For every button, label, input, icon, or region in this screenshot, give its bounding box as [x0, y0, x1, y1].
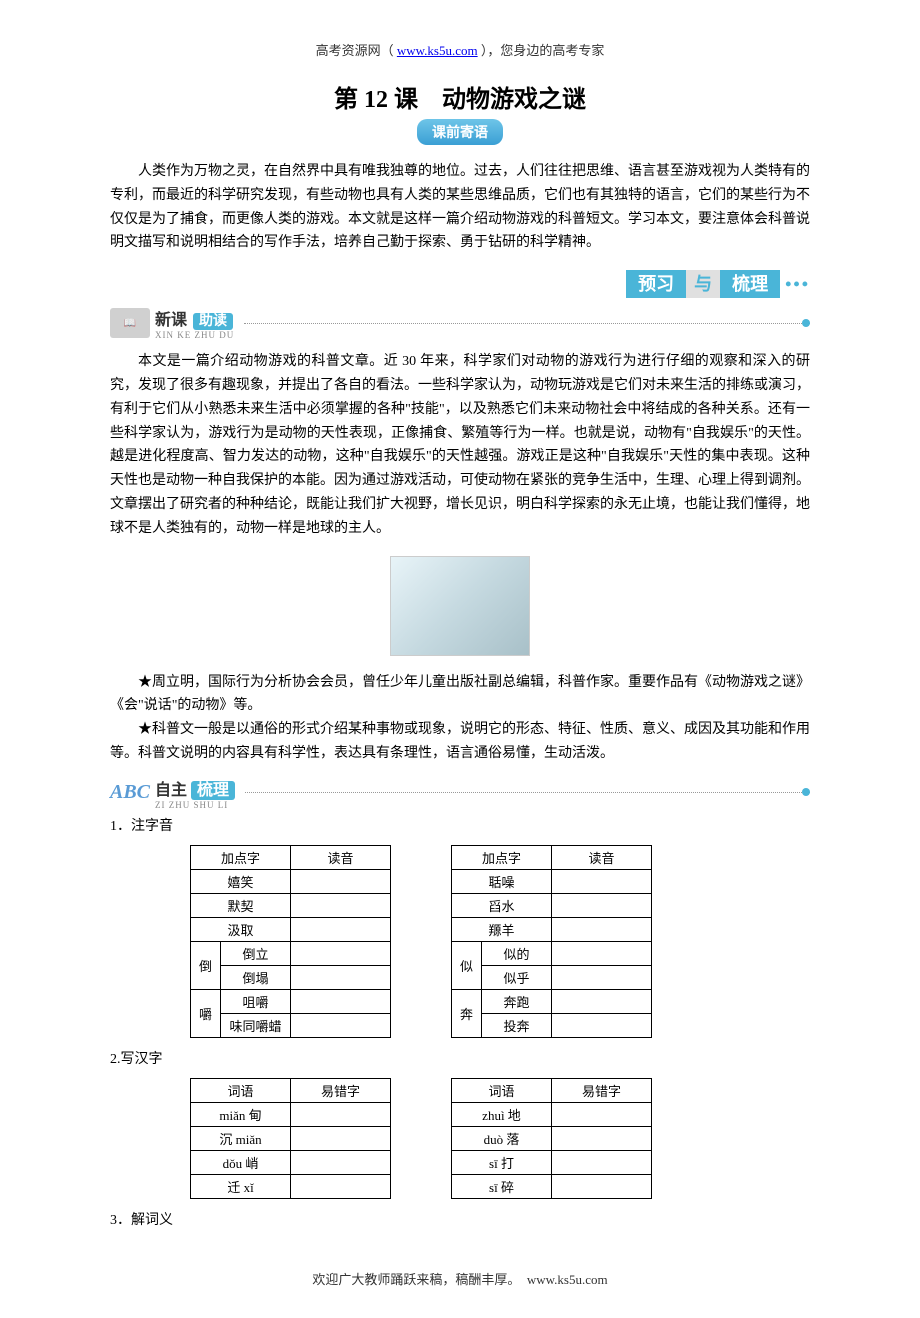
table-cell [291, 893, 391, 917]
zizhu-banner: ABC 自主 梳理 ZI ZHU SHU LI [110, 776, 810, 810]
pinyin-tables: 加点字 读音 嬉笑 默契 汲取 倒倒立 倒塌 嚼咀嚼 味同嚼蜡 加点字 读音 聒… [150, 840, 810, 1043]
divider-line-2 [245, 792, 810, 793]
header-tagline: ），您身边的高考专家 [481, 43, 605, 58]
title-badge-wrap: 课前寄语 [110, 119, 810, 145]
table-cell [291, 989, 391, 1013]
table-header: 加点字 [452, 845, 552, 869]
table-cell [552, 893, 652, 917]
table-cell: 嬉笑 [191, 869, 291, 893]
preview-label-mid: 与 [686, 270, 720, 298]
table-cell: 沉 miǎn [191, 1126, 291, 1150]
table-header: 词语 [191, 1078, 291, 1102]
table-cell [291, 965, 391, 989]
header-url-link[interactable]: www.ks5u.com [397, 43, 478, 58]
table-cell: 味同嚼蜡 [221, 1013, 291, 1037]
table-header: 易错字 [291, 1078, 391, 1102]
table-cell: 汲取 [191, 917, 291, 941]
table-cell [291, 941, 391, 965]
table-cell: 倒塌 [221, 965, 291, 989]
pinyin-table-2: 加点字 读音 聒噪 舀水 羱羊 似似的 似乎 奔奔跑 投奔 [451, 845, 652, 1038]
table-cell: 似乎 [482, 965, 552, 989]
table-cell [552, 965, 652, 989]
dots-icon: ••• [785, 274, 810, 294]
header-breadcrumb: 高考资源网（ www.ks5u.com ），您身边的高考专家 [110, 40, 810, 59]
table-cell: miǎn 甸 [191, 1102, 291, 1126]
zizhu-cn2: 梳理 [191, 781, 235, 800]
pinyin-table-1: 加点字 读音 嬉笑 默契 汲取 倒倒立 倒塌 嚼咀嚼 味同嚼蜡 [190, 845, 391, 1038]
hanzi-tables: 词语 易错字 miǎn 甸 沉 miǎn dǒu 峭 迁 xǐ 词语 易错字 z… [150, 1073, 810, 1204]
table-cell: 似的 [482, 941, 552, 965]
preview-label-right: 梳理 [720, 270, 780, 298]
animal-image [390, 556, 530, 656]
hanzi-table-1: 词语 易错字 miǎn 甸 沉 miǎn dǒu 峭 迁 xǐ [190, 1078, 391, 1199]
table-cell [552, 869, 652, 893]
table-cell: sī 碎 [452, 1174, 552, 1198]
table-cell [552, 1174, 652, 1198]
author-paragraph: ★周立明，国际行为分析协会会员，曾任少年儿童出版社副总编辑，科普作家。重要作品有… [110, 671, 810, 719]
table-header: 读音 [291, 845, 391, 869]
table-cell: 投奔 [482, 1013, 552, 1037]
table-cell: 羱羊 [452, 917, 552, 941]
table-header: 加点字 [191, 845, 291, 869]
xinke-banner: 📖 新课 助读 XIN KE ZHU DU [110, 306, 810, 340]
table-cell [291, 1150, 391, 1174]
table-header: 读音 [552, 845, 652, 869]
header-site: 高考资源网（ [316, 43, 394, 58]
section1-num: 1．注字音 [110, 815, 810, 835]
table-cell [291, 1126, 391, 1150]
zizhu-cn1: 自主 [155, 782, 187, 799]
table-cell [291, 869, 391, 893]
table-cell: 舀水 [452, 893, 552, 917]
table-cell: 咀嚼 [221, 989, 291, 1013]
table-cell [291, 1102, 391, 1126]
section3-num: 3．解词义 [110, 1209, 810, 1229]
table-group: 似 [452, 941, 482, 989]
title-badge: 课前寄语 [417, 119, 503, 145]
table-cell [552, 1013, 652, 1037]
table-cell [552, 1102, 652, 1126]
book-icon: 📖 [110, 308, 150, 338]
table-cell [291, 1174, 391, 1198]
footer-text: 欢迎广大教师踊跃来稿，稿酬丰厚。 www.ks5u.com [110, 1269, 810, 1288]
table-cell: 默契 [191, 893, 291, 917]
table-group: 嚼 [191, 989, 221, 1037]
table-cell: 聒噪 [452, 869, 552, 893]
table-cell: zhuì 地 [452, 1102, 552, 1126]
xinke-badge: 助读 [193, 313, 233, 330]
table-cell [291, 1013, 391, 1037]
kepu-paragraph: ★科普文一般是以通俗的形式介绍某种事物或现象，说明它的形态、特征、性质、意义、成… [110, 718, 810, 766]
intro-paragraph: 人类作为万物之灵，在自然界中具有唯我独尊的地位。过去，人们往往把思维、语言甚至游… [110, 160, 810, 255]
xinke-pinyin: XIN KE ZHU DU [155, 330, 234, 340]
table-header: 易错字 [552, 1078, 652, 1102]
table-cell [552, 1126, 652, 1150]
table-header: 词语 [452, 1078, 552, 1102]
table-cell: duò 落 [452, 1126, 552, 1150]
table-cell: 迁 xǐ [191, 1174, 291, 1198]
page-title: 第 12 课 动物游戏之谜 [110, 79, 810, 114]
table-group: 倒 [191, 941, 221, 989]
xinke-cn: 新课 [155, 312, 187, 329]
table-cell: sī 打 [452, 1150, 552, 1174]
table-cell: 奔跑 [482, 989, 552, 1013]
table-cell [291, 917, 391, 941]
divider-line [244, 323, 810, 324]
table-cell [552, 989, 652, 1013]
hanzi-table-2: 词语 易错字 zhuì 地 duò 落 sī 打 sī 碎 [451, 1078, 652, 1199]
section2-num: 2.写汉字 [110, 1048, 810, 1068]
main-paragraph: 本文是一篇介绍动物游戏的科普文章。近 30 年来，科学家们对动物的游戏行为进行仔… [110, 350, 810, 540]
zizhu-pinyin: ZI ZHU SHU LI [155, 800, 235, 810]
table-cell [552, 941, 652, 965]
table-cell [552, 917, 652, 941]
preview-label-left: 预习 [626, 270, 686, 298]
table-cell [552, 1150, 652, 1174]
preview-section-header: 预习与梳理••• [110, 270, 810, 296]
table-group: 奔 [452, 989, 482, 1037]
abc-icon: ABC [110, 781, 150, 804]
table-cell: dǒu 峭 [191, 1150, 291, 1174]
table-cell: 倒立 [221, 941, 291, 965]
